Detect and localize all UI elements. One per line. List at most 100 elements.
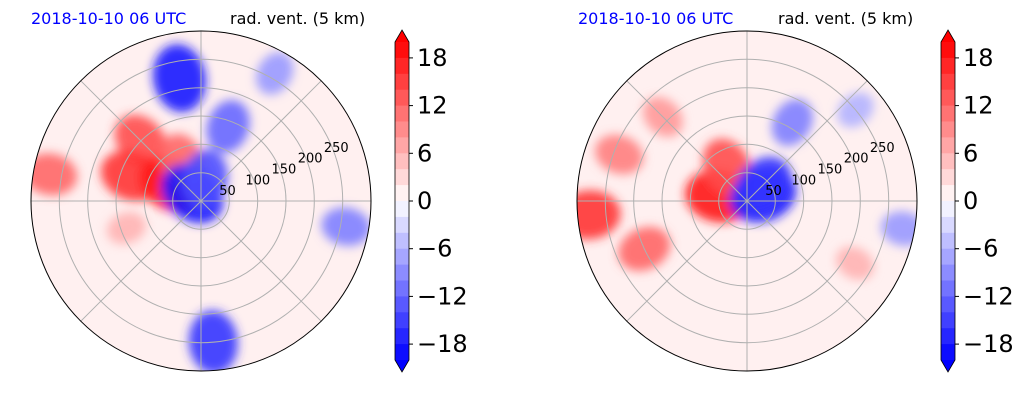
- colorbar-segment: [941, 344, 955, 361]
- panel-right: 2018-10-10 06 UTC rad. vent. (5 km) 50 1…: [576, 9, 1014, 373]
- colorbar-outline: [940, 29, 956, 373]
- colorbar-segment: [941, 105, 955, 123]
- radial-tick-label: 100: [245, 173, 270, 188]
- radial-tick-label: 250: [870, 141, 895, 156]
- radial-tick-label: 250: [324, 141, 349, 156]
- colorbar-tick-label: −12: [417, 282, 468, 310]
- colorbar-segment: [941, 89, 955, 107]
- colorbar-segment: [395, 185, 409, 202]
- velocity-feature: [206, 100, 250, 153]
- colorbar-segment: [941, 232, 955, 250]
- velocity-feature: [577, 190, 621, 240]
- colorbar: [394, 29, 413, 373]
- colorbar-segment: [395, 89, 409, 107]
- polar-plot-area: [577, 31, 917, 371]
- colorbar-segment: [941, 121, 955, 138]
- colorbar-segment: [395, 312, 409, 329]
- colorbar-extend-min: [395, 360, 409, 372]
- colorbar-tick-labels: 18 12 6 0 −6 −12 −18: [963, 44, 1014, 358]
- variable-label: rad. vent. (5 km): [778, 9, 913, 28]
- polar-outline: [30, 30, 372, 372]
- colorbar-segment: [941, 248, 955, 266]
- colorbar-tick-label: 0: [417, 187, 432, 215]
- radial-tick-label: 200: [298, 152, 323, 167]
- colorbar-tick-label: −6: [963, 235, 998, 263]
- polar-grid: [31, 31, 371, 371]
- radial-tick-label: 100: [791, 173, 816, 188]
- colorbar-tick-label: 6: [417, 139, 432, 167]
- velocity-feature: [321, 207, 371, 246]
- azimuth-line: [80, 80, 202, 202]
- polar-grid: [577, 31, 917, 371]
- colorbar-tick-label: 0: [963, 187, 978, 215]
- colorbar-segment: [941, 312, 955, 329]
- colorbar-tick-label: −6: [417, 235, 452, 263]
- colorbar-segment: [941, 264, 955, 282]
- panel-left: 2018-10-10 06 UTC rad. vent. (5 km) 50 1…: [30, 9, 468, 373]
- colorbar-segment: [395, 232, 409, 250]
- colorbar-tick-label: 12: [963, 92, 994, 120]
- colorbar-extend-max: [941, 30, 955, 42]
- colorbar: [940, 29, 959, 373]
- colorbar-segment: [395, 280, 409, 297]
- velocity-feature: [106, 212, 147, 245]
- colorbar-extend-max: [395, 30, 409, 42]
- colorbar-tick-label: 18: [963, 44, 994, 72]
- colorbar-segment: [941, 42, 955, 59]
- colorbar-tick-label: 18: [417, 44, 448, 72]
- colorbar-segment: [941, 137, 955, 154]
- velocity-feature: [771, 99, 813, 146]
- radial-tick-label: 200: [844, 152, 869, 167]
- colorbar-segment: [395, 57, 409, 75]
- radial-tick-label: 150: [272, 163, 297, 178]
- colorbar-segment: [941, 57, 955, 75]
- radial-tick-label: 50: [219, 184, 236, 199]
- polar-plot-area: [31, 31, 371, 371]
- colorbar-segment: [395, 73, 409, 91]
- colorbar-tick-label: −12: [963, 282, 1014, 310]
- variable-label: rad. vent. (5 km): [230, 9, 365, 28]
- velocity-feature: [836, 246, 874, 280]
- colorbar-segment: [941, 73, 955, 91]
- colorbar-segment: [395, 137, 409, 154]
- radial-tick-label: 50: [765, 184, 782, 199]
- azimuth-line: [746, 80, 868, 202]
- colorbar-segment: [395, 153, 409, 170]
- date-label: 2018-10-10 06 UTC: [31, 9, 186, 28]
- radial-tick-labels: 50 100 150 200 250: [765, 141, 895, 199]
- colorbar-segment: [395, 169, 409, 186]
- colorbar-segment: [941, 169, 955, 186]
- azimuth-line: [626, 200, 748, 322]
- colorbar-segment: [941, 153, 955, 170]
- colorbar-segment: [941, 328, 955, 345]
- colorbar-segment: [395, 42, 409, 59]
- colorbar-segment: [395, 328, 409, 345]
- colorbar-segment: [941, 280, 955, 297]
- colorbar-tick-label: −18: [417, 330, 468, 358]
- colorbar-outline: [394, 29, 410, 373]
- colorbar-segment: [941, 185, 955, 202]
- colorbar-segment: [941, 296, 955, 313]
- colorbar-segment: [395, 296, 409, 313]
- colorbar-tick-label: 12: [417, 92, 448, 120]
- colorbar-segment: [941, 216, 955, 234]
- radial-tick-labels: 50 100 150 200 250: [219, 141, 349, 199]
- colorbar-segment: [395, 201, 409, 218]
- velocity-feature: [595, 134, 644, 175]
- velocity-feature: [152, 44, 206, 113]
- colorbar-segment: [395, 121, 409, 138]
- azimuth-line: [200, 200, 322, 322]
- velocity-feature: [256, 52, 294, 95]
- azimuth-line: [200, 80, 322, 202]
- velocity-feature: [31, 153, 78, 196]
- colorbar-segment: [395, 216, 409, 234]
- radial-tick-label: 150: [818, 163, 843, 178]
- colorbar-segment: [395, 264, 409, 282]
- azimuth-line: [626, 80, 748, 202]
- colorbar-extend-min: [941, 360, 955, 372]
- azimuth-line: [746, 200, 868, 322]
- colorbar-tick-label: −18: [963, 330, 1014, 358]
- colorbar-segment: [395, 105, 409, 123]
- date-label: 2018-10-10 06 UTC: [578, 9, 733, 28]
